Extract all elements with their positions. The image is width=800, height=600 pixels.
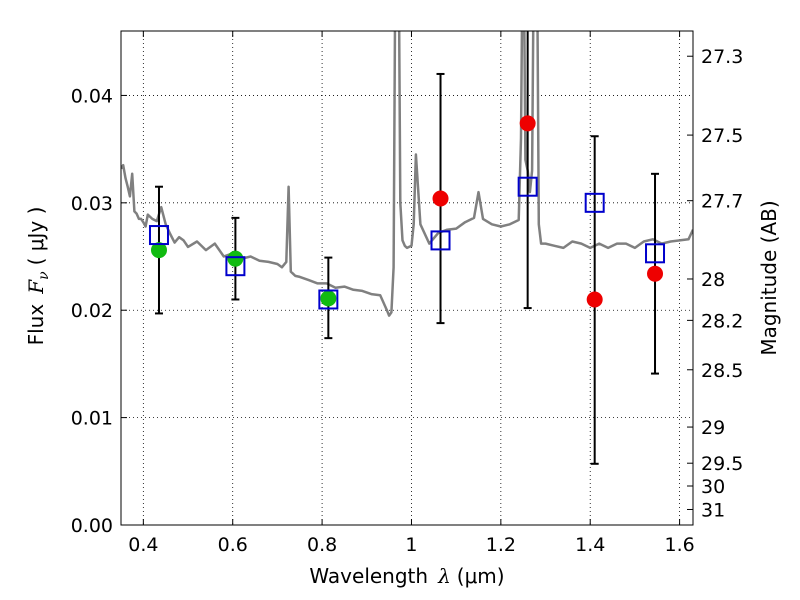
model-spectrum-line xyxy=(121,31,693,317)
model-photometry-box xyxy=(584,192,605,213)
x-tick-label: 0.6 xyxy=(218,534,248,556)
observed-point-green xyxy=(320,290,337,307)
observed-points xyxy=(150,115,664,308)
y-axis-title-prefix: Flux xyxy=(24,304,48,346)
y2-tick-label: 29 xyxy=(701,417,725,439)
y-axis-title: Flux Fν ( μJy ) xyxy=(24,207,52,346)
y2-tick-label: 28 xyxy=(701,269,725,291)
y-axis: 0.00 0.01 0.02 0.03 0.04 xyxy=(71,85,127,537)
x-tick-label: 0.8 xyxy=(307,534,337,556)
model-photometry-box xyxy=(318,289,339,310)
observed-point-red xyxy=(647,265,664,282)
y2-tick-label: 29.5 xyxy=(701,453,743,475)
x-tick-label: 1.4 xyxy=(575,534,605,556)
model-photometry-box xyxy=(430,230,451,251)
model-photometry-boxes xyxy=(148,176,666,310)
y2-tick-label: 28.5 xyxy=(701,360,743,382)
y-axis-title-unit: ( μJy ) xyxy=(24,207,48,266)
model-photometry-box xyxy=(517,176,538,197)
y2-tick-label: 30 xyxy=(701,476,725,498)
y2-tick-label: 27.3 xyxy=(701,46,743,68)
y-axis-title-symbol: F xyxy=(24,279,48,295)
x-tick-label: 1.6 xyxy=(664,534,694,556)
y2-axis-title: Magnitude (AB) xyxy=(757,200,781,355)
y2-tick-label: 27.5 xyxy=(701,125,743,147)
y-tick-label: 0.04 xyxy=(71,85,113,107)
x-tick-label: 0.4 xyxy=(128,534,158,556)
x-tick-label: 1 xyxy=(405,534,417,556)
observed-point-red xyxy=(519,115,536,132)
observed-point-green xyxy=(150,242,167,259)
y-tick-label: 0.00 xyxy=(71,515,113,537)
y-axis-title-subscript: ν xyxy=(36,271,52,280)
y-tick-label: 0.02 xyxy=(71,300,113,322)
x-axis-title-unit: (μm) xyxy=(457,564,505,588)
y2-tick-label: 27.7 xyxy=(701,191,743,213)
model-spectrum xyxy=(121,31,693,317)
y2-tick-label: 28.2 xyxy=(701,310,743,332)
x-axis-title-symbol: λ xyxy=(437,564,451,588)
observed-point-green xyxy=(227,250,244,267)
plot-area xyxy=(121,31,693,525)
x-tick-label: 1.2 xyxy=(486,534,516,556)
y2-tick-label: 31 xyxy=(701,499,725,521)
x-axis: 0.4 0.6 0.8 1 1.2 1.4 1.6 xyxy=(128,31,695,556)
y-tick-label: 0.03 xyxy=(71,193,113,215)
y-tick-label: 0.01 xyxy=(71,408,113,430)
model-photometry-box xyxy=(645,243,666,264)
x-axis-title: Wavelength λ (μm) xyxy=(309,564,504,588)
model-photometry-box xyxy=(225,256,246,277)
observed-point-red xyxy=(586,291,603,308)
model-photometry-box xyxy=(148,225,169,246)
plot-frame xyxy=(120,30,694,526)
observed-point-red xyxy=(432,190,449,207)
x-axis-title-prefix: Wavelength xyxy=(309,564,428,588)
